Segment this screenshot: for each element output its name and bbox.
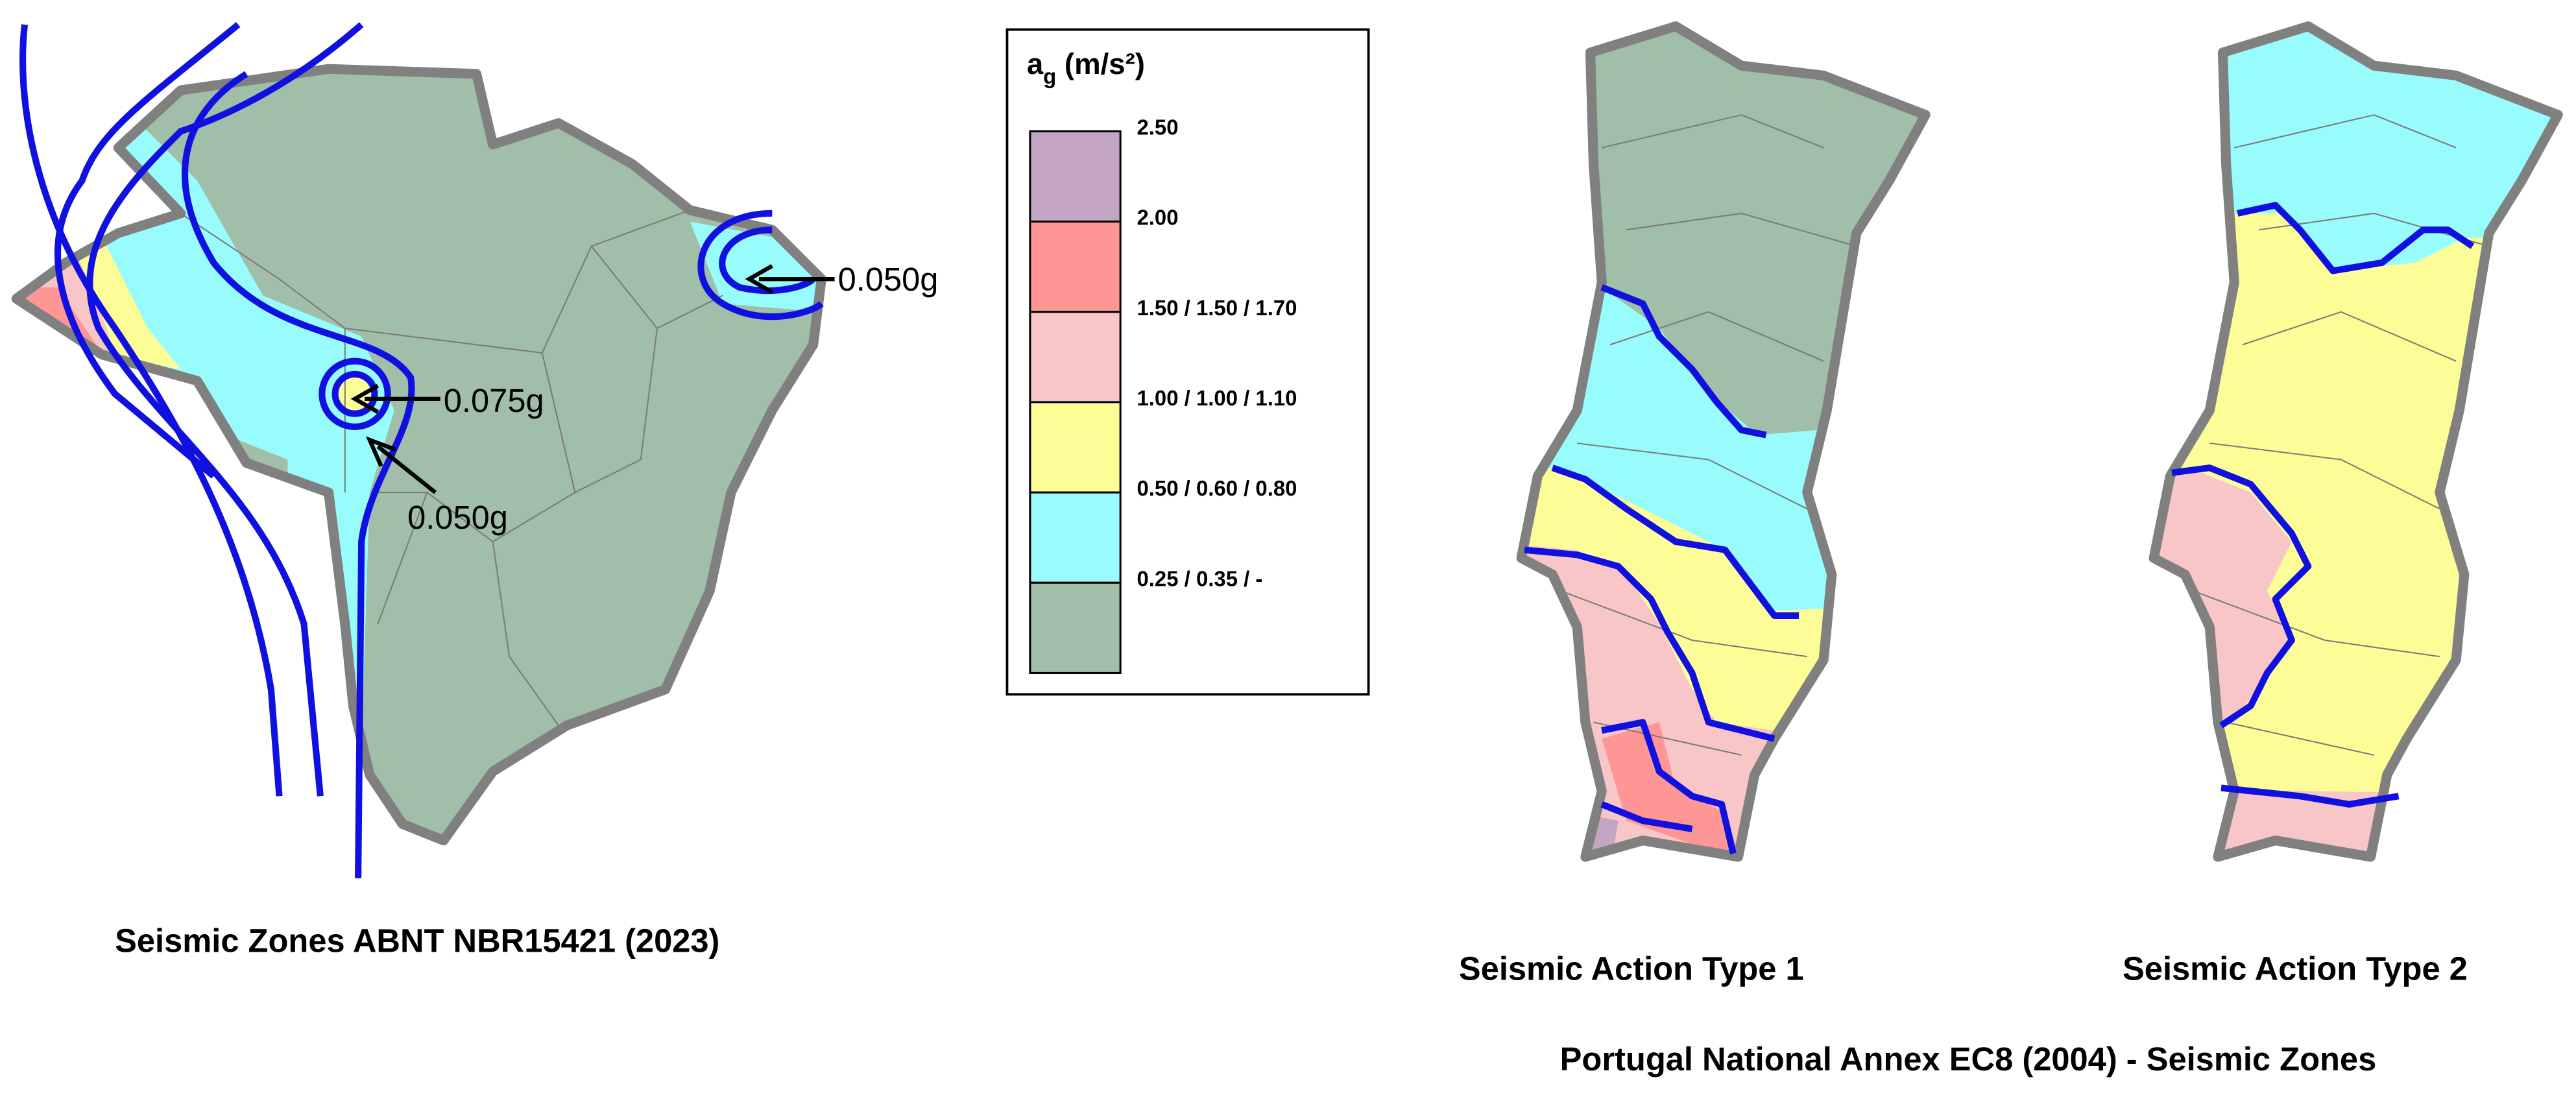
legend-swatch	[1029, 311, 1122, 403]
zone-border	[1600, 719, 1737, 854]
legend-swatch	[1029, 130, 1122, 223]
legend: ag (m/s²) 2.50 2.00 1.50 / 1.50 / 1.70 1.00 …	[1005, 28, 1370, 696]
legend-label: 2.00	[1137, 206, 1179, 230]
contour	[319, 357, 391, 430]
legend-title-symbol: a	[1027, 47, 1044, 80]
annotation: 0.050g	[407, 499, 508, 536]
legend-label: 1.00 / 1.00 / 1.10	[1137, 386, 1297, 410]
type1-caption: Seismic Action Type 1	[1459, 950, 1804, 987]
zone-cyan	[2154, 26, 2558, 271]
zone-border	[2221, 784, 2400, 808]
zone-border	[2237, 202, 2475, 274]
legend-swatch	[1029, 401, 1122, 494]
zone-border	[1551, 464, 1800, 619]
zone-border	[2171, 464, 2312, 729]
zone-border	[1600, 284, 1767, 439]
contour	[331, 370, 378, 417]
legend-title: ag (m/s²)	[1027, 47, 1145, 88]
district-borders	[1560, 114, 1857, 756]
legend-title-subscript: g	[1043, 64, 1056, 88]
legend-label: 0.50 / 0.60 / 0.80	[1137, 476, 1297, 500]
contour	[54, 22, 241, 479]
type2-caption: Seismic Action Type 2	[2123, 950, 2468, 987]
brazil-map: 0.050g 0.075g 0.050g	[0, 22, 939, 878]
portugal-type1	[1478, 0, 1971, 985]
legend-swatch	[1029, 491, 1122, 584]
legend-label: 1.50 / 1.50 / 1.70	[1137, 296, 1297, 320]
brazil-caption: Seismic Zones ABNT NBR15421 (2023)	[115, 922, 719, 959]
legend-title-unit: (m/s²)	[1065, 47, 1145, 80]
legend-label: 0.25 / 0.35 / -	[1137, 566, 1263, 590]
contour	[697, 210, 824, 320]
annotation-arrows	[350, 264, 835, 494]
zone-base	[16, 69, 822, 841]
zone-border	[1524, 546, 1776, 742]
contour	[19, 24, 283, 797]
portugal-title: Portugal National Annex EC8 (2004) - Sei…	[1560, 1041, 2377, 1078]
legend-swatch	[1029, 581, 1122, 674]
contour	[86, 22, 364, 797]
contour	[719, 226, 816, 295]
portugal-type2	[2119, 0, 2576, 985]
annotation: 0.050g	[838, 261, 939, 298]
zone-red	[1602, 722, 1742, 857]
district-borders	[2193, 114, 2490, 756]
annotation: 0.075g	[444, 382, 544, 419]
legend-label: 2.50	[1137, 115, 1179, 139]
legend-swatch	[1029, 221, 1122, 313]
